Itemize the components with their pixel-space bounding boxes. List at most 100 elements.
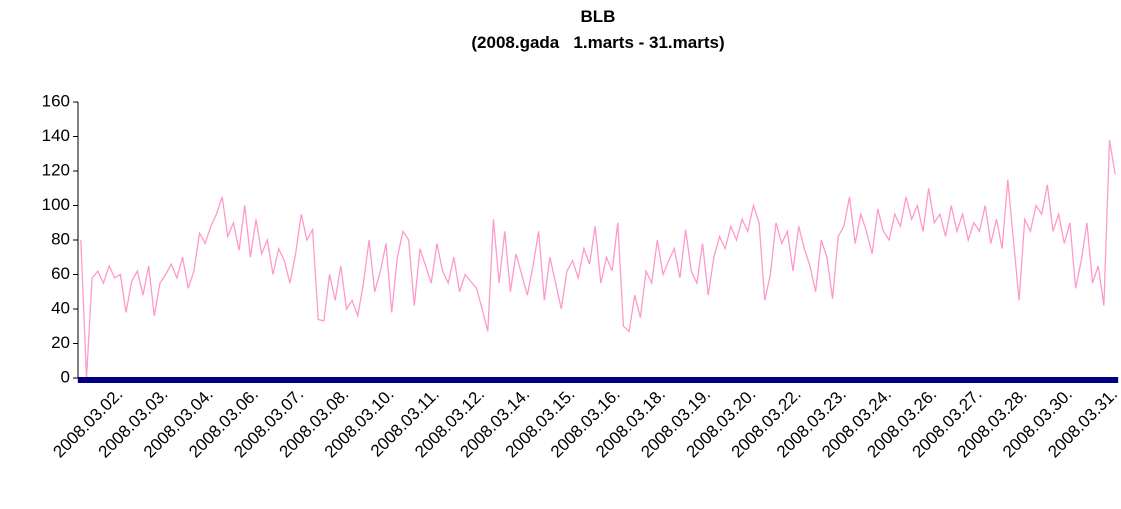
chart-subtitle: (2008.gada 1.marts - 31.marts)	[471, 33, 724, 52]
marker	[270, 377, 276, 383]
marker	[823, 377, 830, 383]
y-tick-label: 20	[51, 333, 70, 352]
marker	[128, 377, 135, 383]
marker	[473, 377, 480, 383]
y-tick-label: 160	[42, 91, 70, 110]
marker	[908, 377, 915, 383]
marker	[1066, 377, 1073, 383]
marker	[558, 377, 565, 383]
marker	[637, 377, 644, 383]
marker	[914, 377, 921, 383]
marker	[416, 377, 423, 383]
marker	[518, 377, 525, 383]
marker	[196, 377, 203, 383]
marker	[648, 377, 655, 383]
marker	[1016, 377, 1023, 383]
marker	[445, 377, 452, 383]
marker	[693, 377, 700, 383]
marker	[309, 377, 316, 383]
marker	[1078, 377, 1085, 383]
marker	[790, 377, 796, 383]
marker	[433, 377, 440, 383]
marker	[773, 377, 780, 383]
marker	[580, 377, 587, 383]
marker	[315, 377, 322, 383]
marker	[224, 377, 231, 383]
marker	[439, 377, 446, 383]
marker	[784, 377, 791, 383]
marker	[77, 377, 84, 383]
marker	[569, 377, 576, 383]
marker	[343, 377, 350, 383]
marker	[281, 377, 288, 383]
marker	[597, 377, 604, 383]
marker	[727, 377, 734, 383]
marker	[801, 377, 808, 383]
marker	[501, 377, 508, 383]
marker	[750, 377, 757, 383]
line-series	[80, 139, 1116, 379]
marker	[835, 377, 842, 383]
marker	[891, 377, 898, 383]
marker	[840, 377, 847, 383]
marker	[462, 377, 469, 383]
marker	[688, 377, 695, 383]
marker	[942, 377, 949, 383]
marker	[213, 377, 220, 383]
marker	[156, 377, 163, 383]
marker	[592, 377, 599, 383]
marker	[377, 377, 384, 383]
marker	[552, 377, 559, 383]
marker	[682, 377, 689, 383]
marker	[258, 377, 265, 383]
marker	[1038, 377, 1045, 383]
marker	[767, 377, 774, 383]
marker	[173, 377, 180, 383]
marker	[863, 377, 870, 383]
marker	[931, 377, 938, 383]
marker	[959, 377, 966, 383]
marker	[450, 377, 457, 383]
marker	[795, 377, 802, 383]
marker	[366, 377, 373, 383]
chart-title: BLB	[581, 7, 616, 26]
marker	[563, 377, 570, 383]
marker	[89, 377, 96, 383]
marker	[965, 377, 972, 383]
marker	[620, 377, 627, 383]
marker	[575, 377, 582, 383]
marker	[1021, 377, 1028, 383]
marker	[739, 377, 746, 383]
marker	[140, 377, 146, 383]
marker	[846, 377, 853, 383]
marker	[275, 377, 282, 383]
marker	[354, 377, 361, 383]
marker	[1055, 377, 1062, 383]
marker	[241, 377, 248, 383]
marker	[496, 377, 503, 383]
marker	[710, 377, 717, 383]
marker	[1044, 377, 1051, 383]
marker	[925, 377, 932, 383]
marker	[456, 377, 463, 383]
marker	[134, 377, 141, 383]
marker	[829, 377, 836, 383]
marker	[168, 377, 175, 383]
marker	[371, 377, 378, 383]
marker	[388, 377, 395, 383]
marker	[1112, 377, 1119, 383]
marker	[145, 377, 152, 383]
y-tick-label: 60	[51, 264, 70, 283]
y-tick-label: 80	[51, 229, 70, 248]
marker	[422, 377, 429, 383]
marker	[360, 377, 367, 383]
marker	[982, 377, 989, 383]
marker	[490, 377, 497, 383]
marker	[411, 377, 418, 383]
marker	[236, 377, 243, 383]
marker	[660, 377, 666, 383]
marker	[83, 377, 90, 383]
marker	[207, 377, 214, 383]
marker	[202, 377, 209, 383]
marker	[292, 377, 299, 383]
